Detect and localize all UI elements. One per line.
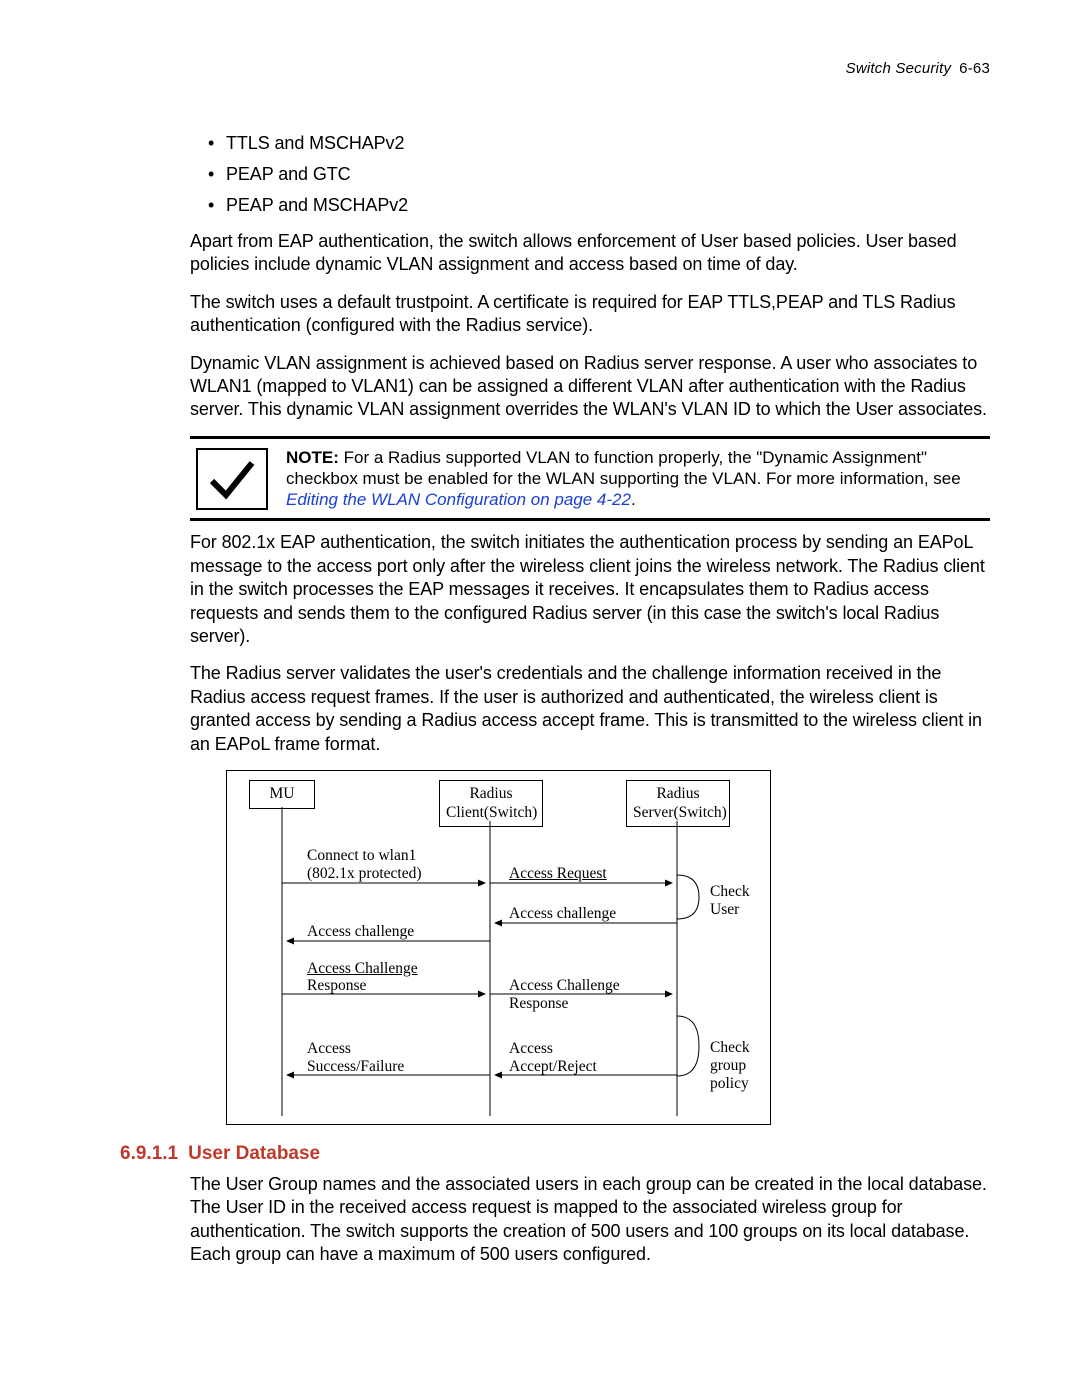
section-heading: 6.9.1.1 User Database — [120, 1143, 990, 1165]
checkmark-icon — [196, 448, 268, 510]
header-page: 6-63 — [959, 60, 990, 77]
note-tail: . — [631, 490, 636, 509]
list-item: PEAP and GTC — [208, 164, 990, 185]
note-block: NOTE: For a Radius supported VLAN to fun… — [190, 436, 990, 522]
diagram-label: Accept/Reject — [509, 1058, 597, 1076]
bullet-list: TTLS and MSCHAPv2 PEAP and GTC PEAP and … — [208, 133, 990, 216]
xref-link[interactable]: Editing the WLAN Configuration on page 4… — [286, 490, 631, 509]
diagram-label: Check — [710, 1039, 750, 1057]
paragraph: The switch uses a default trustpoint. A … — [190, 291, 990, 338]
diagram-label: Access — [509, 1040, 553, 1058]
section-title: User Database — [188, 1143, 320, 1165]
diagram-label: Success/Failure — [307, 1058, 404, 1076]
note-row: NOTE: For a Radius supported VLAN to fun… — [190, 439, 990, 519]
diagram-label: Access challenge — [509, 905, 616, 923]
note-icon-cell — [190, 443, 274, 515]
diagram-label: Check — [710, 883, 750, 901]
paragraph: Apart from EAP authentication, the switc… — [190, 230, 990, 277]
diagram-label: group — [710, 1057, 746, 1075]
diagram-label: Access challenge — [307, 923, 414, 941]
note-text: NOTE: For a Radius supported VLAN to fun… — [274, 443, 990, 515]
diagram-label: (802.1x protected) — [307, 865, 422, 883]
diagram-label: Response — [307, 977, 366, 995]
note-body: For a Radius supported VLAN to function … — [286, 448, 961, 488]
running-header: Switch Security 6-63 — [120, 60, 990, 77]
sequence-diagram: MU Radius Client(Switch) Radius Server(S… — [226, 770, 771, 1125]
rule — [190, 518, 990, 521]
diagram-label: Access Challenge — [307, 960, 418, 978]
header-title: Switch Security — [846, 60, 952, 77]
paragraph: For 802.1x EAP authentication, the switc… — [190, 531, 990, 648]
diagram-label: Access Challenge — [509, 977, 620, 995]
diagram-label: Access — [307, 1040, 351, 1058]
diagram-label: Response — [509, 995, 568, 1013]
section-number: 6.9.1.1 — [120, 1143, 178, 1165]
diagram-label: Access Request — [509, 865, 607, 883]
paragraph: Dynamic VLAN assignment is achieved base… — [190, 352, 990, 422]
note-label: NOTE: — [286, 448, 339, 467]
list-item: PEAP and MSCHAPv2 — [208, 195, 990, 216]
list-item: TTLS and MSCHAPv2 — [208, 133, 990, 154]
page: Switch Security 6-63 TTLS and MSCHAPv2 PE… — [0, 0, 1080, 1397]
diagram-label: Connect to wlan1 — [307, 847, 416, 865]
paragraph: The User Group names and the associated … — [190, 1173, 990, 1267]
diagram-label: policy — [710, 1075, 749, 1093]
content: TTLS and MSCHAPv2 PEAP and GTC PEAP and … — [120, 133, 990, 1267]
paragraph: The Radius server validates the user's c… — [190, 662, 990, 756]
diagram-label: User — [710, 901, 739, 919]
